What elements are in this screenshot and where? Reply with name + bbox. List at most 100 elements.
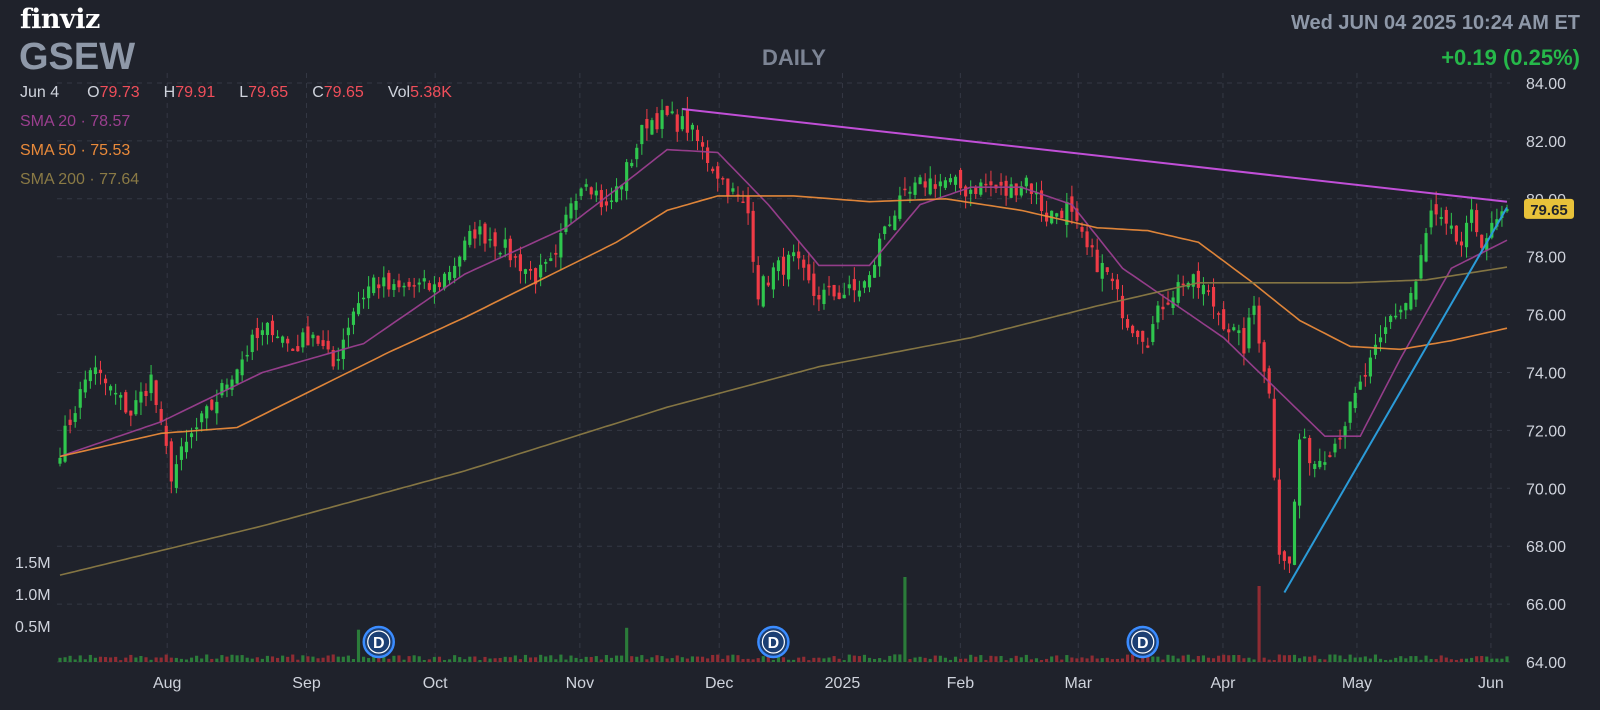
candle: [827, 276, 831, 296]
volume-bar: [169, 657, 173, 662]
candle: [655, 106, 659, 133]
candle-body: [802, 259, 806, 268]
candle-body: [974, 186, 978, 194]
candle: [721, 176, 725, 185]
candle-body: [144, 390, 148, 397]
volume-bar: [1434, 659, 1438, 662]
candle-body: [1419, 255, 1423, 279]
candle: [488, 227, 492, 248]
volume-bar: [1095, 658, 1099, 662]
volume-bar: [1257, 586, 1261, 662]
x-tick-label: Mar: [1064, 675, 1092, 692]
candle-body: [311, 334, 315, 339]
candle: [174, 455, 178, 494]
volume-bar: [913, 657, 917, 662]
candle-body: [98, 369, 103, 374]
candle: [1075, 201, 1079, 229]
candle-body: [498, 252, 502, 255]
volume-bar: [1303, 656, 1307, 662]
volume-bar: [1419, 659, 1423, 662]
candle: [518, 246, 522, 284]
candle: [255, 317, 259, 351]
candle-body: [291, 348, 295, 351]
candle-body: [569, 203, 573, 219]
candle-body: [331, 350, 335, 367]
sma20-value: 78.57: [90, 113, 131, 130]
volume-bar: [372, 654, 376, 662]
candle: [372, 274, 376, 296]
candle-body: [78, 389, 82, 408]
candle: [746, 187, 750, 225]
volume-bar: [1019, 657, 1023, 662]
candle: [1095, 238, 1099, 273]
candle-body: [387, 272, 391, 290]
volume-bar: [609, 657, 614, 662]
candle-body: [1151, 324, 1155, 342]
sma200-label: SMA 200: [20, 171, 85, 188]
volume-bar: [736, 655, 740, 662]
candle: [994, 184, 998, 194]
candle-body: [1125, 319, 1130, 328]
candle: [1156, 301, 1160, 330]
volume-bar: [1404, 658, 1408, 662]
volume-bar: [281, 655, 285, 662]
candle: [938, 173, 942, 199]
candle-body: [114, 392, 118, 395]
volume-bar: [488, 658, 492, 662]
candle: [205, 404, 209, 431]
candle-body: [1055, 213, 1059, 217]
sma20-legend[interactable]: SMA 20 · 78.57: [20, 113, 131, 130]
y-tick-label: 72.00: [1526, 423, 1566, 440]
candle: [1217, 311, 1221, 326]
candle: [786, 251, 791, 287]
candle-body: [781, 256, 786, 275]
candle: [594, 182, 598, 202]
candle-body: [1211, 286, 1216, 307]
volume-bar: [893, 654, 897, 662]
volume-bar: [189, 657, 194, 662]
candle-body: [326, 340, 330, 350]
candle-body: [559, 232, 563, 258]
candle-body: [1297, 439, 1302, 506]
volume-bar: [1242, 658, 1246, 662]
volume-bar: [1080, 657, 1084, 662]
volume-bar: [407, 656, 411, 662]
volume-bar: [883, 659, 887, 662]
candle: [448, 265, 452, 286]
candle-body: [761, 276, 765, 307]
candle-body: [195, 427, 199, 430]
candle-body: [220, 383, 224, 396]
candle-body: [468, 230, 472, 245]
candle-body: [756, 265, 760, 300]
candle: [706, 140, 710, 172]
volume-value: 5.38K: [410, 84, 452, 101]
candle: [534, 267, 538, 294]
sma50-legend[interactable]: SMA 50 · 75.53: [20, 142, 131, 159]
candle-body: [1464, 222, 1469, 248]
candle-body: [680, 116, 684, 130]
candle: [584, 178, 588, 191]
candle-body: [1024, 177, 1028, 187]
candle-body: [1146, 345, 1150, 348]
finviz-logo[interactable]: finviz: [20, 4, 100, 35]
candle: [807, 252, 811, 284]
candle-body: [1434, 204, 1438, 215]
volume-bar: [1475, 656, 1479, 662]
volume-bar: [119, 660, 123, 662]
volume-bar: [1110, 659, 1114, 662]
candle: [1161, 294, 1165, 320]
volume-bar: [549, 655, 553, 662]
candle: [1292, 499, 1297, 566]
sma200-legend[interactable]: SMA 200 · 77.64: [20, 171, 140, 188]
volume-bar: [1206, 657, 1211, 662]
candle: [711, 166, 715, 174]
high-label: H: [163, 84, 176, 101]
candle: [690, 122, 694, 142]
candle-body: [1409, 292, 1413, 310]
volume-bar: [1328, 654, 1332, 662]
dividend-marker-ring: [761, 630, 785, 654]
volume-bar: [574, 657, 578, 662]
candle: [417, 278, 421, 293]
candle-body: [928, 178, 932, 195]
